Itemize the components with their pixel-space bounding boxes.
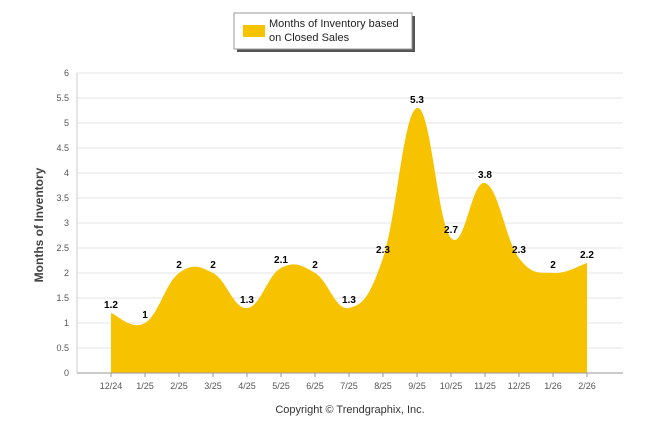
data-label: 2.7 bbox=[444, 225, 458, 236]
y-tick-label: 2.5 bbox=[56, 243, 69, 253]
x-tick-label: 6/25 bbox=[306, 381, 324, 391]
legend-label-line1: Months of Inventory based bbox=[269, 18, 399, 30]
data-label: 3.8 bbox=[478, 170, 492, 181]
x-tick-label: 2/26 bbox=[578, 381, 596, 391]
data-label: 2 bbox=[550, 260, 556, 271]
data-label: 2 bbox=[176, 260, 182, 271]
x-tick-label: 12/25 bbox=[508, 381, 531, 391]
data-label: 2 bbox=[210, 260, 216, 271]
x-tick-label: 1/26 bbox=[544, 381, 562, 391]
x-tick-label: 5/25 bbox=[272, 381, 290, 391]
y-tick-label: 5 bbox=[64, 118, 69, 128]
y-tick-label: 6 bbox=[64, 68, 69, 78]
x-tick-label: 10/25 bbox=[440, 381, 463, 391]
y-axis-title: Months of Inventory bbox=[32, 167, 46, 282]
axes bbox=[76, 73, 623, 374]
y-tick-label: 5.5 bbox=[56, 93, 69, 103]
y-tick-label: 3.5 bbox=[56, 193, 69, 203]
x-tick-label: 8/25 bbox=[374, 381, 392, 391]
data-label: 2.3 bbox=[512, 245, 526, 256]
x-tick-label: 1/25 bbox=[136, 381, 154, 391]
legend-swatch bbox=[243, 25, 265, 37]
data-label: 1.3 bbox=[342, 295, 356, 306]
x-tick-label: 12/24 bbox=[100, 381, 123, 391]
x-tick-label: 9/25 bbox=[408, 381, 426, 391]
y-tick-label: 0.5 bbox=[56, 343, 69, 353]
x-tick-label: 4/25 bbox=[238, 381, 256, 391]
data-label: 2.1 bbox=[274, 255, 288, 266]
data-label: 2.3 bbox=[376, 245, 390, 256]
x-tick-label: 3/25 bbox=[204, 381, 222, 391]
series-area bbox=[111, 107, 587, 374]
x-tick-label: 7/25 bbox=[340, 381, 358, 391]
data-label: 1.3 bbox=[240, 295, 254, 306]
y-tick-label: 4.5 bbox=[56, 143, 69, 153]
data-label: 1.2 bbox=[104, 300, 118, 311]
data-label: 2 bbox=[312, 260, 318, 271]
data-label: 5.3 bbox=[410, 95, 424, 106]
copyright-text: Copyright © Trendgraphix, Inc. bbox=[275, 404, 424, 416]
y-tick-label: 1.5 bbox=[56, 293, 69, 303]
y-tick-label: 0 bbox=[64, 368, 69, 378]
legend-label-line2: on Closed Sales bbox=[269, 32, 350, 44]
y-tick-label: 2 bbox=[64, 268, 69, 278]
data-label: 1 bbox=[142, 310, 148, 321]
y-tick-label: 4 bbox=[64, 168, 69, 178]
y-tick-labels: 0 0.5 1 1.5 2 2.5 3 3.5 4 4.5 5 5.5 6 bbox=[56, 68, 69, 378]
legend: Months of Inventory based on Closed Sale… bbox=[233, 12, 415, 52]
data-labels: 1.2 1 2 2 1.3 2.1 2 1.3 2.3 5.3 2.7 3.8 2.3 2 2.2 bbox=[104, 95, 594, 321]
x-tick-labels: 12/24 1/25 2/25 3/25 4/25 5/25 6/25 7/25 8/25 9/2… bbox=[100, 373, 596, 391]
x-tick-label: 2/25 bbox=[170, 381, 188, 391]
area-fill bbox=[111, 107, 587, 374]
y-tick-label: 1 bbox=[64, 318, 69, 328]
x-tick-label: 11/25 bbox=[474, 381, 496, 391]
data-label: 2.2 bbox=[580, 250, 594, 261]
y-tick-label: 3 bbox=[64, 218, 69, 228]
